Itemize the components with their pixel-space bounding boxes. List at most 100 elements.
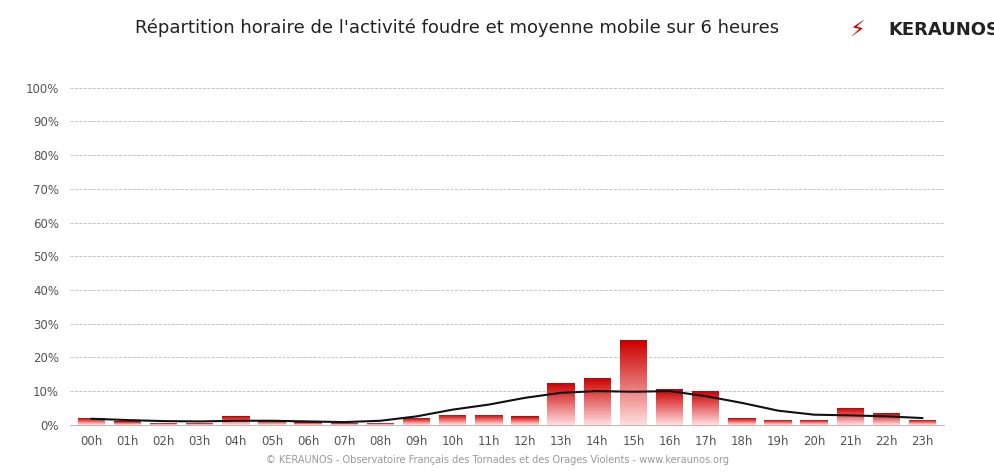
Bar [583, 397, 611, 398]
Bar [656, 401, 683, 402]
Bar [619, 340, 647, 342]
Bar [619, 398, 647, 399]
Bar [619, 415, 647, 416]
Bar [548, 422, 575, 423]
Bar [583, 424, 611, 425]
Bar [656, 404, 683, 405]
Bar [619, 414, 647, 415]
Bar [619, 402, 647, 403]
Bar [619, 396, 647, 397]
Bar [583, 404, 611, 405]
Bar [548, 388, 575, 389]
Bar [619, 417, 647, 419]
Bar [619, 416, 647, 417]
Bar [656, 412, 683, 413]
Bar [619, 374, 647, 375]
Bar [548, 407, 575, 408]
Bar [656, 397, 683, 398]
Bar [548, 405, 575, 406]
Bar [619, 362, 647, 364]
Bar [548, 386, 575, 387]
Bar [548, 401, 575, 402]
Bar [619, 401, 647, 402]
Bar [619, 361, 647, 362]
Bar [583, 392, 611, 393]
Bar [548, 422, 575, 423]
Bar [583, 378, 611, 379]
Bar [619, 375, 647, 376]
Bar [619, 424, 647, 425]
Bar [619, 346, 647, 347]
Bar [619, 388, 647, 389]
Bar [619, 406, 647, 407]
Bar [619, 356, 647, 357]
Bar [619, 393, 647, 394]
Bar [619, 353, 647, 354]
Bar [619, 392, 647, 393]
Bar [619, 344, 647, 345]
Bar [619, 367, 647, 368]
Bar [656, 410, 683, 411]
Bar [583, 401, 611, 402]
Bar [656, 405, 683, 406]
Bar [656, 414, 683, 415]
Bar [548, 416, 575, 417]
Bar [583, 390, 611, 391]
Bar [548, 414, 575, 415]
Bar [619, 410, 647, 411]
Bar [619, 373, 647, 374]
Bar [548, 397, 575, 398]
Bar [619, 354, 647, 355]
Bar [619, 411, 647, 412]
Bar [548, 396, 575, 397]
Bar [548, 403, 575, 404]
Bar [548, 386, 575, 387]
Bar [656, 419, 683, 420]
Bar [583, 394, 611, 395]
Bar [656, 402, 683, 403]
Bar [548, 390, 575, 391]
Bar [583, 415, 611, 416]
Bar [619, 371, 647, 372]
Bar [583, 388, 611, 389]
Bar [656, 394, 683, 395]
Bar [583, 413, 611, 414]
Bar [548, 404, 575, 405]
Bar [619, 405, 647, 406]
Bar [656, 398, 683, 399]
Bar [656, 415, 683, 416]
Bar [619, 372, 647, 373]
Bar [548, 409, 575, 410]
Bar [619, 369, 647, 370]
Bar [583, 406, 611, 407]
Bar [656, 421, 683, 422]
Bar [583, 379, 611, 380]
Bar [548, 389, 575, 390]
Bar [583, 417, 611, 418]
Bar [619, 394, 647, 396]
Bar [619, 397, 647, 398]
Bar [583, 399, 611, 400]
Bar [548, 413, 575, 414]
Bar [583, 387, 611, 388]
Bar [548, 394, 575, 395]
Bar [619, 348, 647, 349]
Bar [583, 414, 611, 415]
Bar [656, 418, 683, 419]
Bar [619, 420, 647, 421]
Bar [548, 395, 575, 396]
Bar [619, 366, 647, 367]
Bar [619, 383, 647, 384]
Bar [548, 399, 575, 400]
Bar [548, 417, 575, 418]
Bar [583, 409, 611, 410]
Bar [583, 408, 611, 409]
Bar [548, 412, 575, 413]
Bar [548, 391, 575, 392]
Bar [583, 383, 611, 384]
Bar [656, 393, 683, 394]
Bar [583, 418, 611, 419]
Bar [656, 390, 683, 391]
Bar [583, 391, 611, 392]
Bar [619, 391, 647, 392]
